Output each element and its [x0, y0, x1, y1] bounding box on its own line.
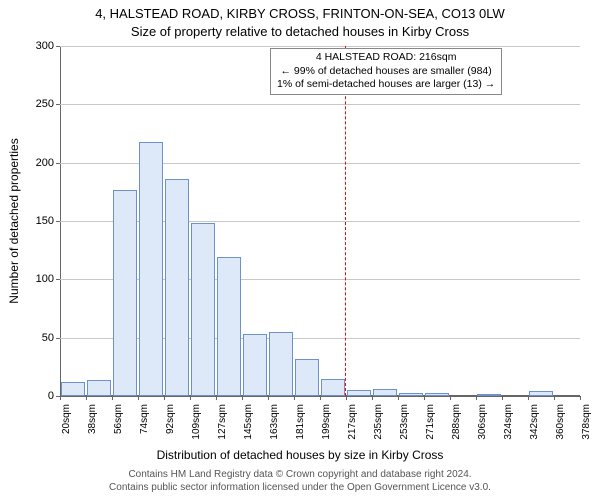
bar-slot — [86, 46, 112, 396]
x-tick-label: 288sqm — [450, 398, 451, 450]
bar-slot — [476, 46, 502, 396]
histogram-bars — [60, 46, 580, 396]
histogram-bar — [321, 379, 344, 397]
bar-slot — [424, 46, 450, 396]
x-tick-label: 163sqm — [268, 398, 269, 450]
histogram-bar — [139, 142, 162, 396]
bar-slot — [190, 46, 216, 396]
bar-slot — [450, 46, 476, 396]
y-tick-mark — [56, 279, 60, 280]
y-axis-label: Number of detached properties — [7, 138, 21, 303]
histogram-bar — [295, 359, 318, 396]
attribution-footer: Contains HM Land Registry data © Crown c… — [0, 469, 600, 494]
bar-slot — [216, 46, 242, 396]
x-tick-label: 235sqm — [372, 398, 373, 450]
x-tick-label: 56sqm — [112, 398, 113, 450]
footer-line2: Contains public sector information licen… — [0, 482, 600, 495]
histogram-bar — [87, 380, 110, 396]
x-tick-row: 20sqm 38sqm 56sqm 74sqm 92sqm 109sqm 127sqm 145… — [60, 398, 580, 450]
histogram-bar — [373, 389, 396, 396]
x-tick-label: 199sqm — [320, 398, 321, 450]
y-tick-mark — [56, 104, 60, 105]
x-tick-label: 181sqm — [294, 398, 295, 450]
y-tick-mark — [56, 221, 60, 222]
x-tick-label: 127sqm — [216, 398, 217, 450]
y-tick-mark — [56, 163, 60, 164]
bar-slot — [268, 46, 294, 396]
histogram-bar — [477, 394, 500, 396]
x-tick-label: 271sqm — [424, 398, 425, 450]
x-tick-label: 38sqm — [86, 398, 87, 450]
bar-slot — [242, 46, 268, 396]
x-tick-label: 145sqm — [242, 398, 243, 450]
annotation-line2: ← 99% of detached houses are smaller (98… — [277, 65, 495, 79]
histogram-bar — [399, 393, 422, 397]
x-axis-label: Distribution of detached houses by size … — [0, 448, 600, 462]
annotation-line3: 1% of semi-detached houses are larger (1… — [277, 78, 495, 92]
bar-slot — [138, 46, 164, 396]
footer-line1: Contains HM Land Registry data © Crown c… — [0, 469, 600, 482]
annotation-box: 4 HALSTEAD ROAD: 216sqm ← 99% of detache… — [270, 48, 502, 95]
bar-slot — [528, 46, 554, 396]
histogram-bar — [269, 332, 292, 396]
bar-slot — [294, 46, 320, 396]
x-tick-label: 92sqm — [164, 398, 165, 450]
x-tick-label: 109sqm — [190, 398, 191, 450]
bar-slot — [554, 46, 580, 396]
bar-slot — [502, 46, 528, 396]
x-tick-label: 306sqm — [476, 398, 477, 450]
plot-area: 4 HALSTEAD ROAD: 216sqm ← 99% of detache… — [60, 46, 580, 396]
bar-slot — [398, 46, 424, 396]
chart-subtitle: Size of property relative to detached ho… — [0, 24, 600, 39]
x-tick-label: 324sqm — [502, 398, 503, 450]
histogram-bar — [529, 391, 552, 396]
bar-slot — [346, 46, 372, 396]
bar-slot — [112, 46, 138, 396]
histogram-bar — [243, 334, 266, 396]
histogram-bar — [347, 390, 370, 396]
x-tick-label: 360sqm — [554, 398, 555, 450]
histogram-bar — [113, 190, 136, 397]
y-tick-mark — [56, 338, 60, 339]
x-tick-label: 342sqm — [528, 398, 529, 450]
address-title: 4, HALSTEAD ROAD, KIRBY CROSS, FRINTON-O… — [0, 6, 600, 21]
histogram-bar — [61, 382, 84, 396]
x-tick-label: 74sqm — [138, 398, 139, 450]
histogram-bar — [425, 393, 448, 397]
histogram-bar — [191, 223, 214, 396]
annotation-line1: 4 HALSTEAD ROAD: 216sqm — [277, 51, 495, 65]
bar-slot — [372, 46, 398, 396]
histogram-bar — [165, 179, 188, 396]
bar-slot — [164, 46, 190, 396]
y-tick-mark — [56, 46, 60, 47]
x-tick-label: 217sqm — [346, 398, 347, 450]
property-marker-line — [345, 46, 346, 396]
histogram-bar — [217, 257, 240, 396]
x-tick-label: 378sqm — [580, 398, 581, 450]
x-tick-label: 20sqm — [60, 398, 61, 450]
x-tick-label: 253sqm — [398, 398, 399, 450]
bar-slot — [320, 46, 346, 396]
bar-slot — [60, 46, 86, 396]
